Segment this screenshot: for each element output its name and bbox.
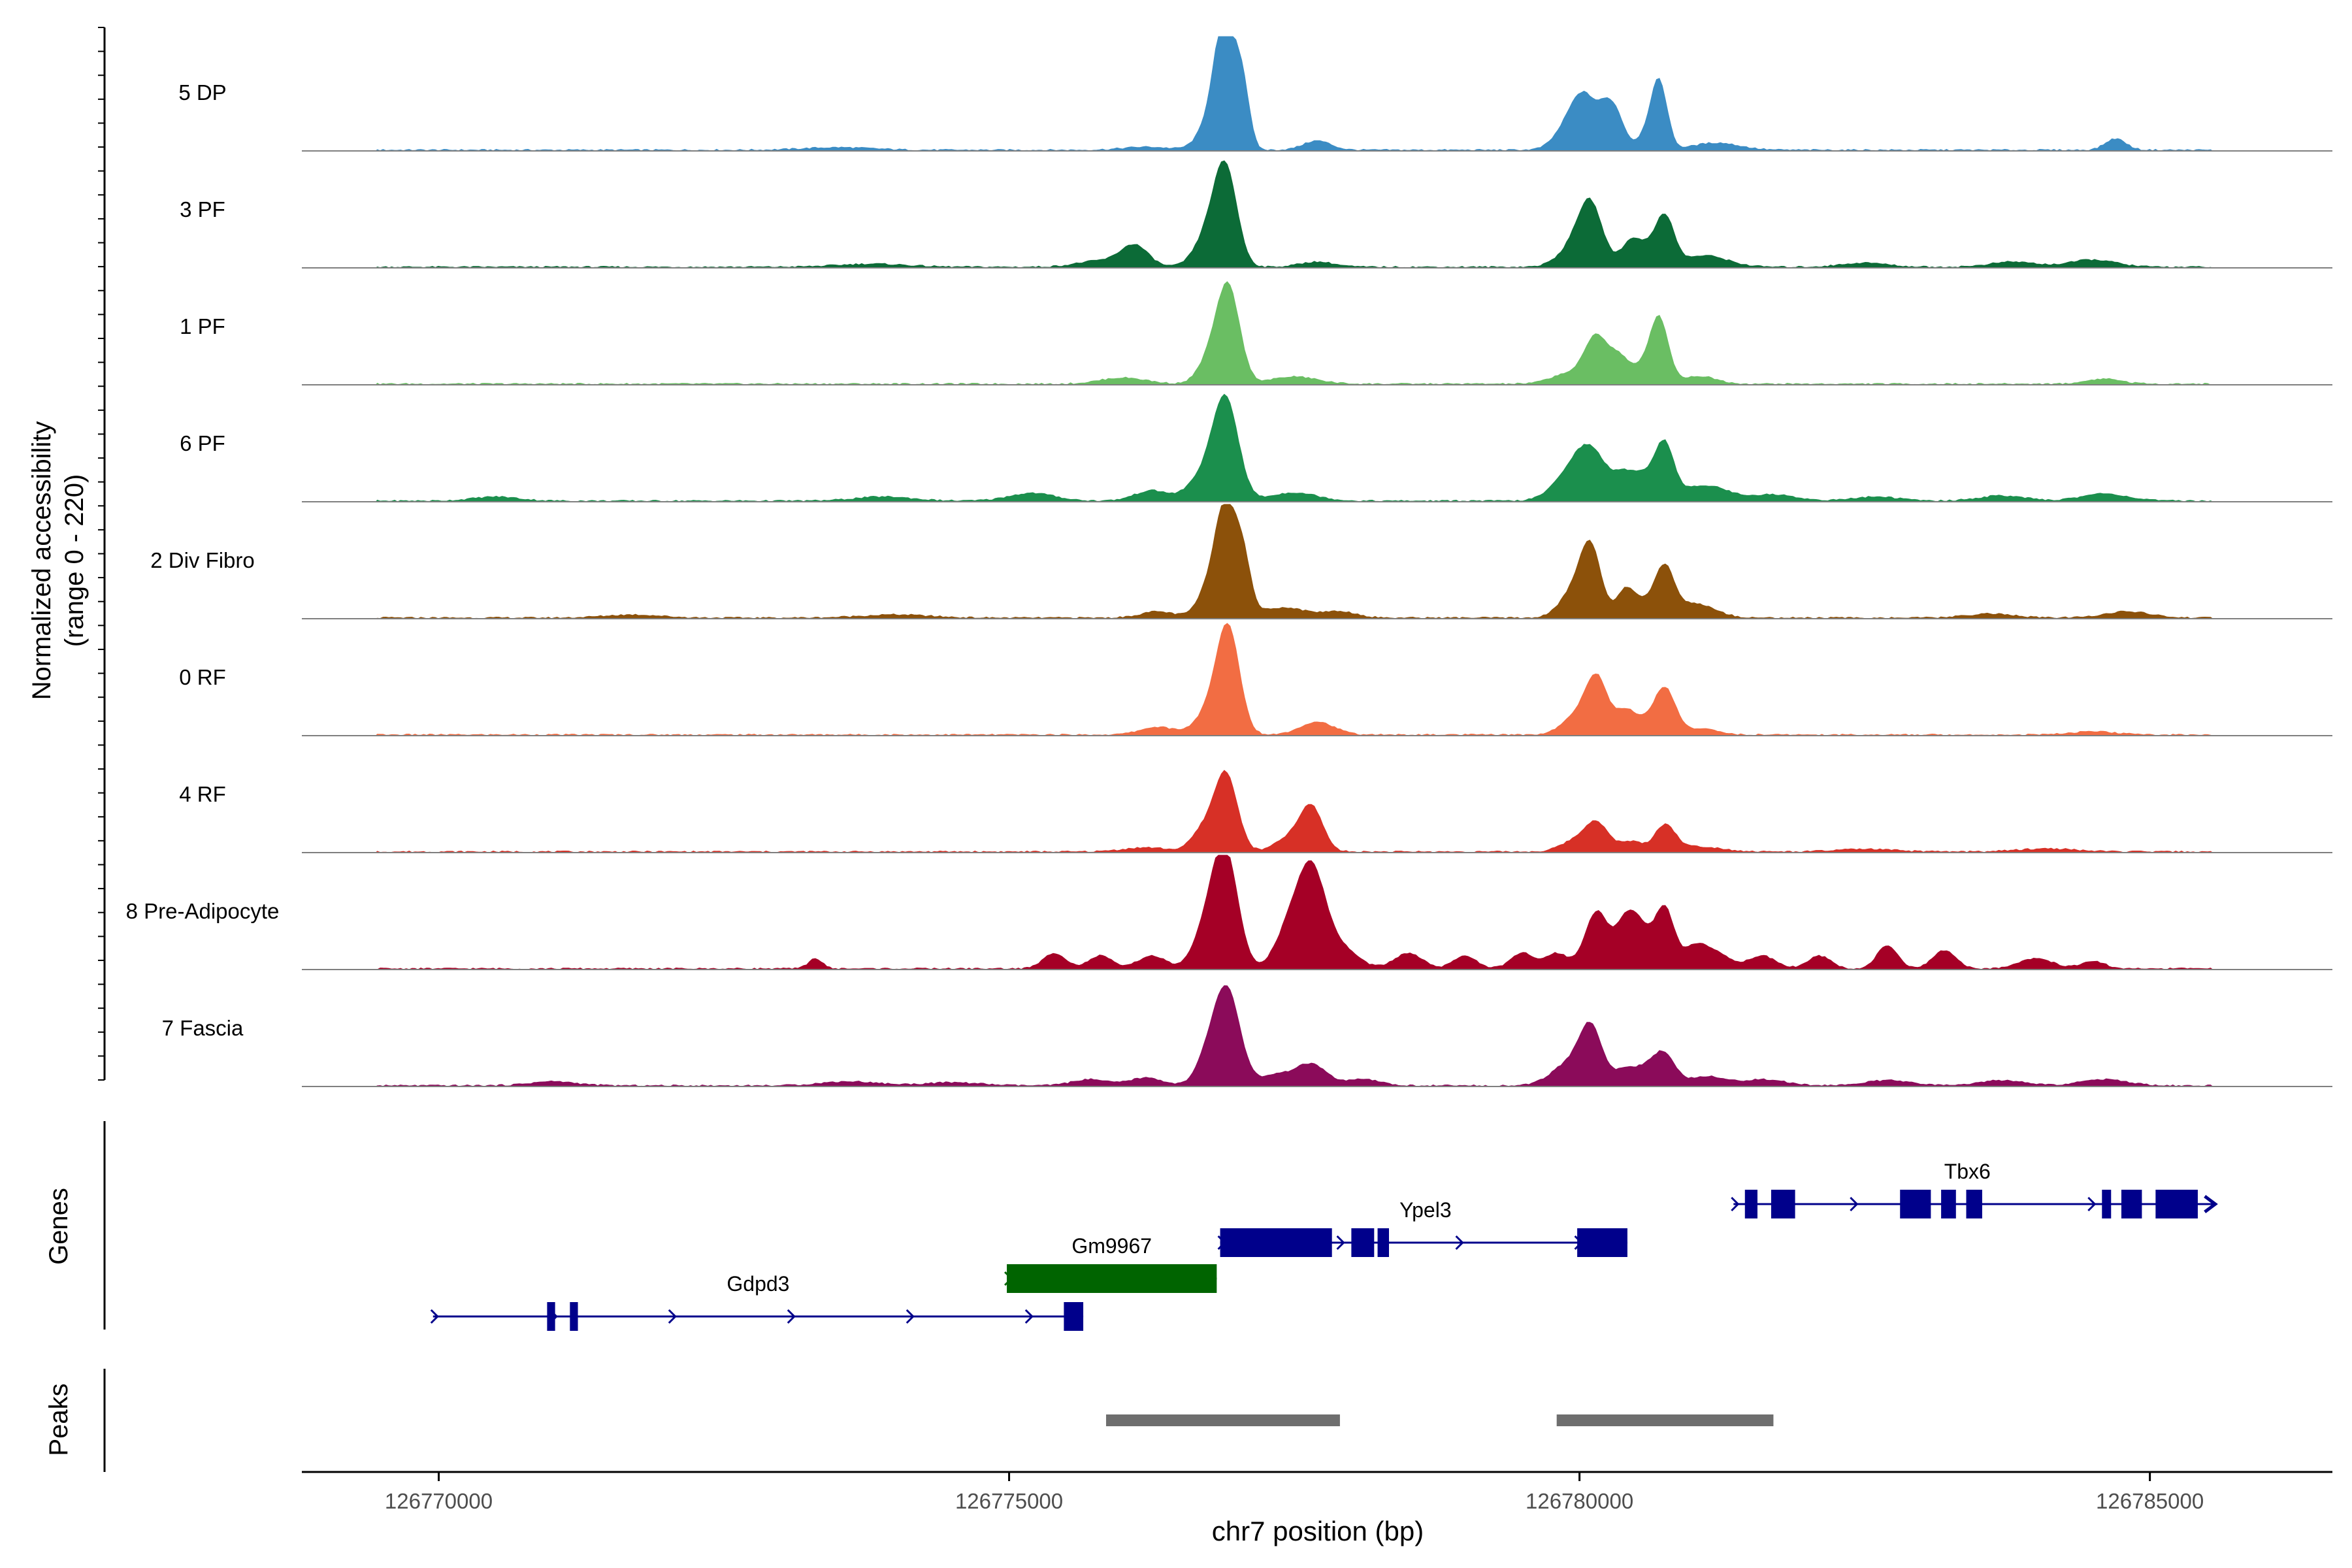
gene-label: Tbx6 (1944, 1160, 1991, 1183)
coverage-track: 4 RF (179, 770, 2332, 853)
coverage-track: 0 RF (179, 623, 2332, 736)
coverage-area (376, 504, 2214, 619)
coverage-track: 6 PF (180, 393, 2332, 502)
gene-label: Gm9967 (1071, 1234, 1152, 1258)
gene-model: Tbx6 (1731, 1160, 2218, 1218)
coverage-area (375, 770, 2214, 853)
strand-arrow (787, 1309, 796, 1324)
gene-exon (1377, 1228, 1390, 1257)
y-axis-title-line1: Normalized accessibility (27, 421, 56, 700)
coverage-area (376, 855, 2214, 970)
coverage-track: 8 Pre-Adipocyte (126, 855, 2332, 970)
track-label: 0 RF (179, 665, 226, 689)
strand-arrow (1731, 1196, 1740, 1212)
gene-exon (1220, 1228, 1332, 1257)
strand-arrow (1455, 1235, 1464, 1250)
coverage-area (375, 393, 2213, 502)
gene-model: Ypel3 (1217, 1198, 1627, 1257)
track-label: 1 PF (180, 314, 225, 338)
track-label: 5 DP (178, 80, 226, 105)
genes-track-title: Genes (44, 1188, 73, 1265)
x-tick-label: 126770000 (385, 1489, 493, 1513)
x-tick-label: 126775000 (955, 1489, 1063, 1513)
strand-arrow (668, 1309, 677, 1324)
coverage-area (375, 36, 2214, 152)
coverage-track: 5 DP (178, 36, 2332, 152)
gene-exon (2102, 1190, 2112, 1218)
gene-exon (2121, 1190, 2142, 1218)
gene-exon (1064, 1302, 1084, 1331)
coverage-area (375, 160, 2213, 269)
gene-exon (570, 1302, 578, 1331)
strand-arrow (1024, 1309, 1034, 1324)
gene-exon (1941, 1190, 1956, 1218)
gene-exon (1351, 1228, 1375, 1257)
y-axis-title-line2: (range 0 - 220) (60, 474, 89, 647)
track-label: 7 Fascia (162, 1016, 244, 1040)
coverage-track: 3 PF (180, 160, 2332, 269)
strand-arrow (430, 1309, 439, 1324)
gene-label: Ypel3 (1399, 1198, 1451, 1222)
coverage-track: 7 Fascia (162, 985, 2332, 1087)
x-tick-label: 126785000 (2096, 1489, 2204, 1513)
gene-model: Gm9967 (1004, 1234, 1217, 1293)
x-axis: 126770000 126775000 126780000 126785000 (302, 1471, 2332, 1513)
gene-model: Gdpd3 (430, 1272, 1084, 1331)
x-tick-label: 126780000 (1526, 1489, 1633, 1513)
strand-arrow (2204, 1195, 2218, 1213)
track-label: 2 Div Fibro (150, 548, 255, 572)
peak-region (1556, 1414, 1774, 1426)
coverage-y-axis (98, 27, 106, 1081)
gene-exon (1771, 1190, 1795, 1218)
gene-exon (1966, 1190, 1982, 1218)
coverage-track: 2 Div Fibro (150, 504, 2332, 619)
gene-label: Gdpd3 (727, 1272, 789, 1296)
strand-arrow (1850, 1196, 1859, 1212)
coverage-track: 1 PF (180, 281, 2332, 385)
track-label: 6 PF (180, 431, 225, 455)
strand-arrow (2087, 1196, 2097, 1212)
track-label: 4 RF (179, 782, 226, 806)
peaks-track-title: Peaks (44, 1383, 73, 1456)
genes-panel: Gdpd3 Gm9967 Ypel3 Tbx6 (103, 1121, 2218, 1331)
peak-region (1105, 1414, 1340, 1426)
gene-exon (1577, 1228, 1627, 1257)
gene-exon (547, 1302, 555, 1331)
coverage-tracks: 5 DP 3 PF 1 PF 6 PF 2 Div Fibro 0 RF 4 RF 8 Pre… (126, 36, 2332, 1087)
gene-exon (1900, 1190, 1931, 1218)
strand-arrow (1336, 1235, 1345, 1250)
gene-exon (1744, 1190, 1757, 1218)
peaks-panel (103, 1369, 1774, 1472)
coverage-area (375, 281, 2213, 385)
coverage-area (375, 623, 2213, 736)
gene-exon (2155, 1190, 2198, 1218)
track-label: 3 PF (180, 197, 225, 221)
coverage-area (374, 985, 2214, 1087)
gene-exon (1007, 1264, 1217, 1293)
x-axis-title: chr7 position (bp) (1212, 1516, 1424, 1546)
strand-arrow (906, 1309, 915, 1324)
track-label: 8 Pre-Adipocyte (126, 899, 280, 923)
